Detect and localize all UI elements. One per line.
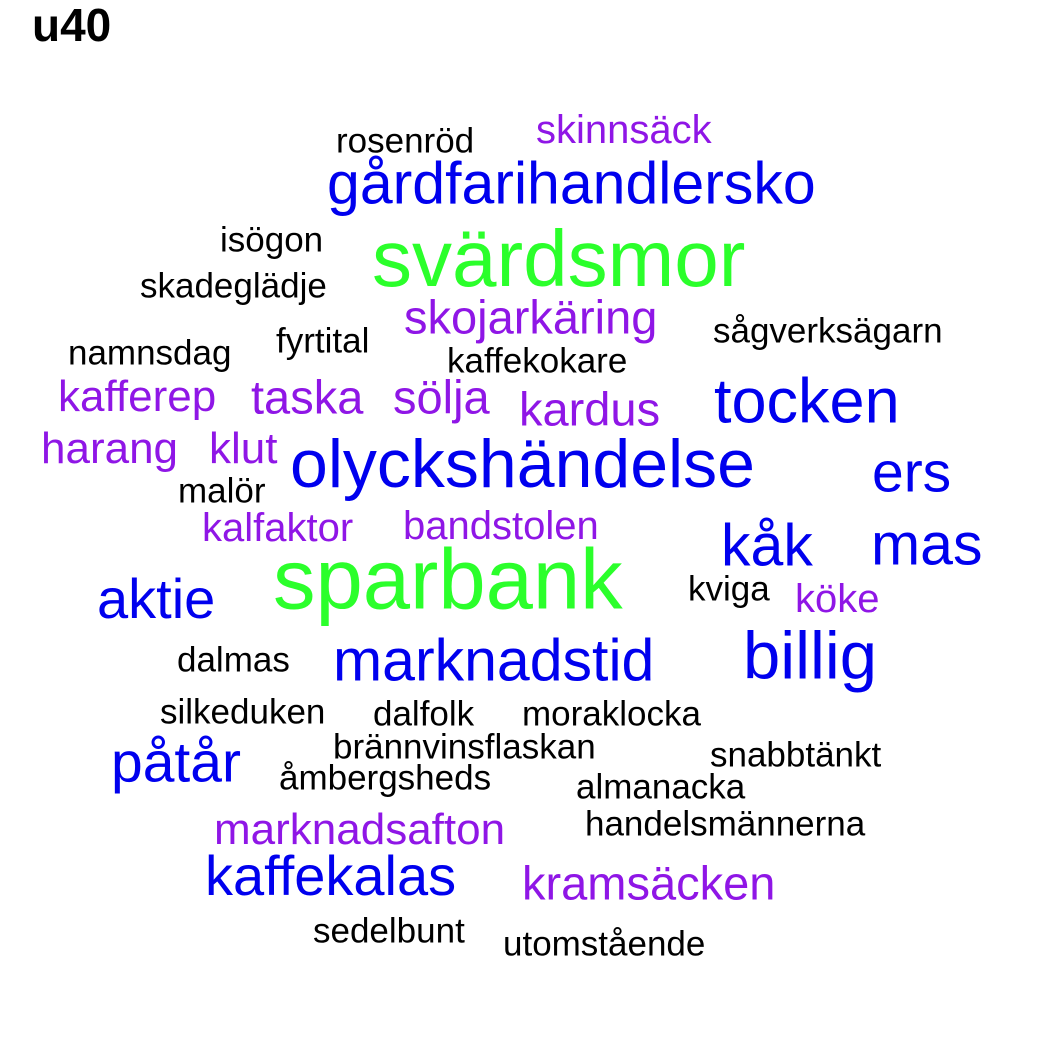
word-cloud-word: olyckshändelse — [290, 426, 755, 502]
word-cloud-word: utomstående — [503, 924, 706, 964]
word-cloud-word: billig — [743, 618, 878, 694]
word-cloud-word: rosenröd — [336, 121, 475, 161]
word-cloud-word: kaffekalas — [205, 844, 457, 907]
word-cloud-word: kardus — [519, 382, 661, 436]
word-cloud-word: taska — [251, 370, 364, 424]
word-cloud-word: gårdfarihandlersko — [327, 150, 816, 217]
word-cloud-word: handelsmännerna — [585, 804, 866, 844]
page-title: u40 — [32, 0, 112, 51]
word-cloud-word: svärdsmor — [372, 214, 746, 303]
word-cloud-word: sedelbunt — [313, 911, 465, 951]
word-cloud-word: almanacka — [576, 767, 746, 807]
word-cloud-word: dalmas — [177, 640, 290, 680]
word-cloud-word: kramsäcken — [522, 856, 776, 910]
word-cloud-word: mas — [871, 511, 983, 578]
word-cloud-word: påtår — [111, 730, 241, 795]
word-cloud-word: sparbank — [273, 532, 623, 628]
word-cloud-word: åmbergsheds — [279, 758, 492, 798]
word-cloud-word: aktie — [97, 567, 216, 630]
word-cloud-word: bandstolen — [403, 504, 599, 548]
word-cloud-word: kviga — [688, 569, 770, 609]
word-cloud-word: ers — [872, 440, 952, 505]
word-cloud-word: isögon — [220, 220, 324, 260]
word-cloud-word: sölja — [393, 370, 490, 424]
word-cloud-word: tocken — [714, 366, 900, 437]
word-cloud-word: sågverksägarn — [713, 311, 943, 351]
word-cloud-word: marknadsafton — [214, 805, 506, 854]
word-cloud-word: fyrtital — [276, 321, 370, 361]
word-cloud-word: klut — [209, 424, 278, 473]
word-cloud-word: kåk — [721, 512, 813, 579]
word-cloud-word: kaffekokare — [447, 341, 628, 381]
word-cloud-word: skojarkäring — [404, 290, 658, 344]
word-cloud-word: skadeglädje — [140, 266, 327, 306]
word-cloud-word: marknadstid — [333, 627, 655, 694]
word-cloud-word: moraklocka — [522, 694, 701, 734]
word-cloud-word: namnsdag — [68, 333, 232, 373]
word-cloud-word: kafferep — [58, 372, 217, 421]
word-cloud-word: kalfaktor — [202, 506, 354, 550]
word-cloud-word: dalfolk — [373, 694, 475, 734]
word-cloud-word: malör — [178, 471, 266, 511]
word-cloud-word: harang — [41, 424, 179, 473]
word-cloud-word: skinnsäck — [536, 108, 712, 152]
word-cloud-word: snabbtänkt — [710, 735, 882, 775]
word-cloud-word: silkeduken — [160, 692, 326, 732]
word-cloud-word: brännvinsflaskan — [333, 727, 596, 767]
word-cloud-word: köke — [795, 577, 880, 621]
